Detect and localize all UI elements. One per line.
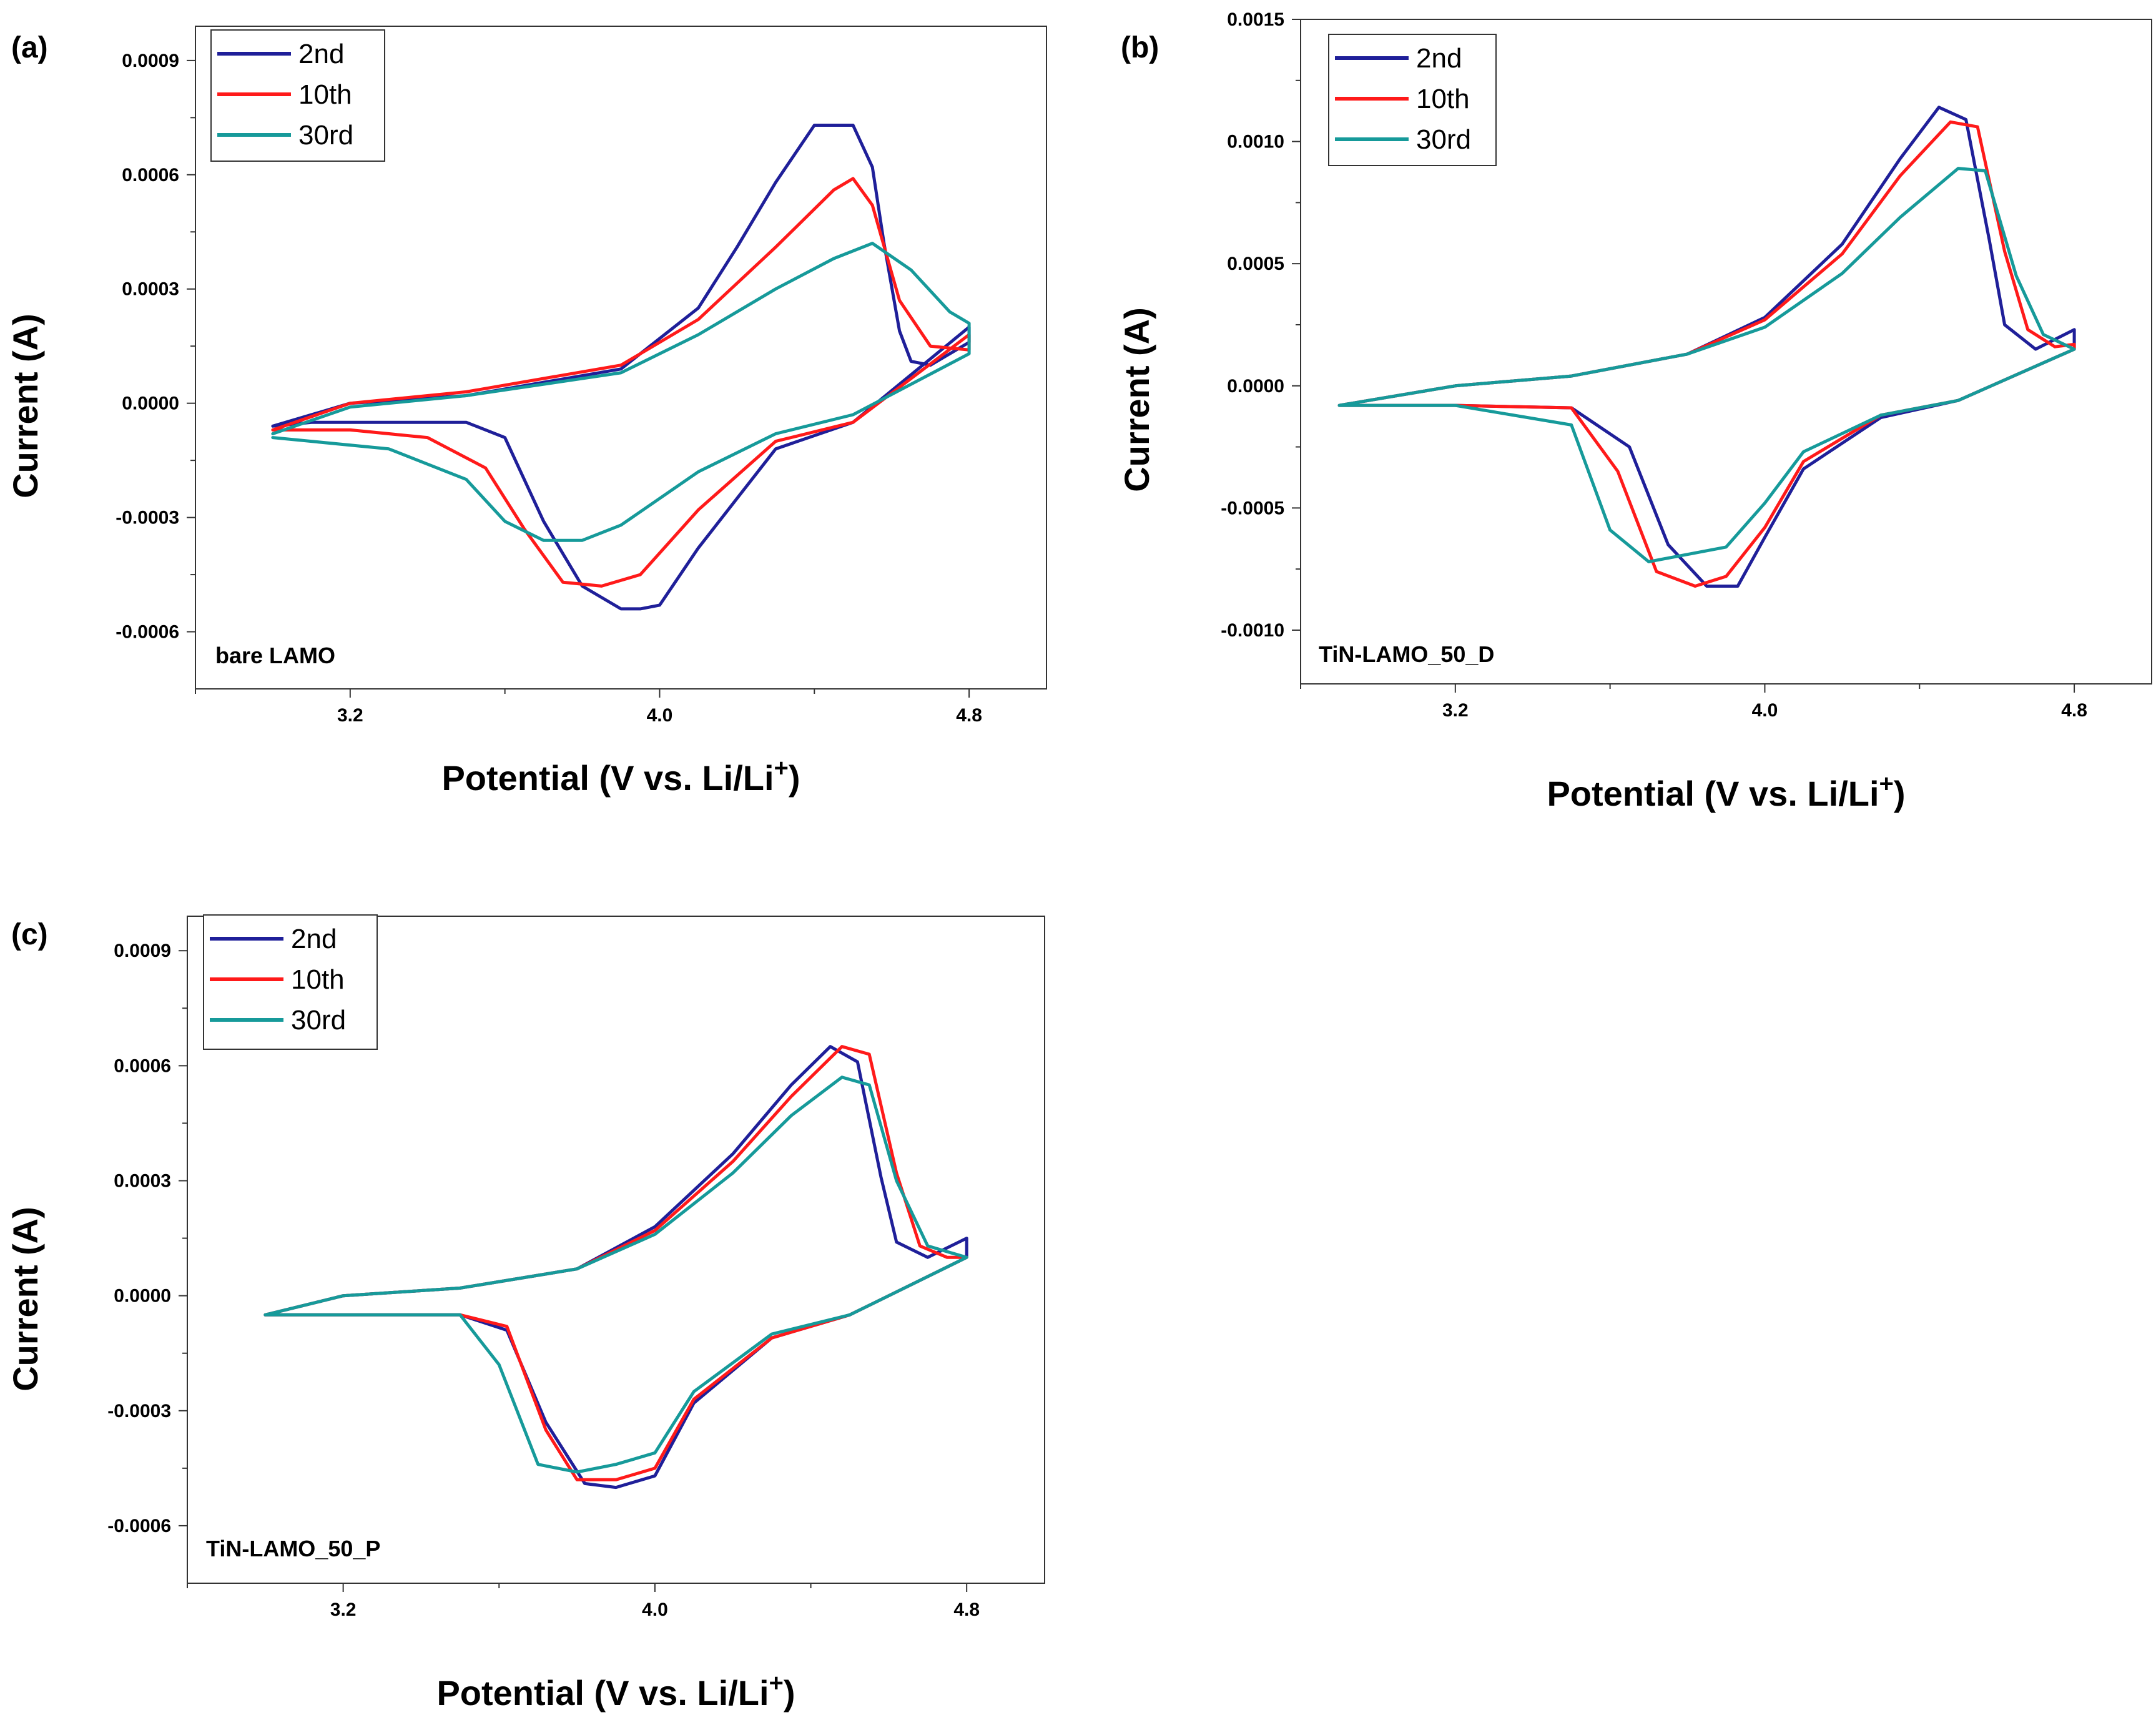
series-line-10th [1337,120,2076,588]
x-axis-title-sup: + [769,1669,784,1697]
y-tick-label: 0.0005 [1227,254,1284,274]
x-axis-title-end: ) [789,758,800,798]
legend-label-2nd: 2nd [1416,43,1462,74]
x-axis-title-end: ) [784,1673,795,1713]
y-tick-label: -0.0006 [116,622,179,643]
x-axis-title-main: Potential (V vs. Li/Li [436,1673,769,1713]
y-tick-label: 0.0010 [1227,132,1284,152]
x-axis-title-end: ) [1894,774,1906,813]
y-tick-label: 0.0015 [1227,9,1284,30]
y-tick-label: 0.0009 [114,941,171,961]
x-tick-label: 3.2 [330,1599,357,1620]
y-tick-label: -0.0010 [1221,620,1284,641]
x-tick-label: 3.2 [1442,700,1469,721]
x-tick-label: 4.8 [2061,700,2087,721]
series-line-2nd [1337,106,2076,588]
y-tick-label: -0.0006 [107,1516,171,1536]
legend-label-2nd: 2nd [298,39,344,69]
legend-label-10th: 10th [1416,84,1470,114]
x-tick-label: 4.0 [647,705,673,726]
x-axis-title-main: Potential (V vs. Li/Li [441,758,774,798]
chart-panel-3: -0.0006 -0.0003 0.0000 0.0003 0.0006 0.0009 3.… [6,914,1045,1713]
series-line-30rd [263,1075,968,1474]
legend-label-10th: 10th [291,964,345,995]
chart-panel-1: -0.0006 -0.0003 0.0000 0.0003 0.0006 0.0009 3.… [6,26,1047,798]
series-line-10th [263,1045,968,1481]
sample-label: bare LAMO [215,643,335,668]
y-axis-title: Current (A) [6,314,45,498]
plot-frame [195,26,1047,690]
panel-label: (a) [11,31,48,64]
x-axis-title: Potential (V vs. Li/Li+) [441,754,800,798]
plot-frame [187,916,1045,1584]
y-tick-label: 0.0000 [114,1286,171,1307]
x-axis-title-main: Potential (V vs. Li/Li [1547,774,1879,813]
series-line-30rd [271,242,971,542]
x-axis-title: Potential (V vs. Li/Li+) [436,1669,795,1713]
x-tick-label: 4.0 [1752,700,1778,721]
series-line-2nd [263,1045,968,1490]
series-line-2nd [271,124,971,611]
y-tick-label: 0.0003 [114,1171,171,1192]
y-tick-label: 0.0006 [122,165,179,185]
series-line-30rd [1337,167,2076,563]
y-tick-label: 0.0000 [122,393,179,414]
legend-label-30rd: 30rd [291,1005,346,1035]
legend-label-2nd: 2nd [291,924,337,954]
y-tick-label: 0.0003 [122,279,179,300]
legend-label-30rd: 30rd [1416,124,1471,155]
x-axis-title-sup: + [1879,770,1894,798]
legend-label-10th: 10th [298,79,352,110]
y-axis-title: Current (A) [1117,307,1156,492]
legend-box [203,914,378,1050]
x-tick-label: 4.8 [956,705,982,726]
y-tick-label: 0.0000 [1227,376,1284,397]
y-tick-label: -0.0005 [1221,498,1284,518]
plot-frame [1300,19,2152,685]
chart-panel-2: -0.0010 -0.0005 0.0000 0.0005 0.0010 0.0015 3.… [1117,9,2152,813]
x-tick-label: 4.0 [642,1599,668,1620]
x-axis-title-sup: + [774,754,789,782]
x-tick-label: 4.8 [953,1599,980,1620]
y-axis-title: Current (A) [6,1207,45,1391]
panel-label: (c) [11,918,48,951]
sample-label: TiN-LAMO_50_P [206,1536,380,1561]
panel-label: (b) [1121,31,1159,64]
sample-label: TiN-LAMO_50_D [1319,641,1494,667]
legend-label-30rd: 30rd [298,120,353,151]
x-tick-label: 3.2 [337,705,363,726]
y-tick-label: -0.0003 [116,508,179,528]
y-tick-label: 0.0006 [114,1055,171,1076]
y-tick-label: -0.0003 [107,1401,171,1421]
y-tick-label: 0.0009 [122,51,179,71]
x-axis-title: Potential (V vs. Li/Li+) [1547,770,1905,813]
